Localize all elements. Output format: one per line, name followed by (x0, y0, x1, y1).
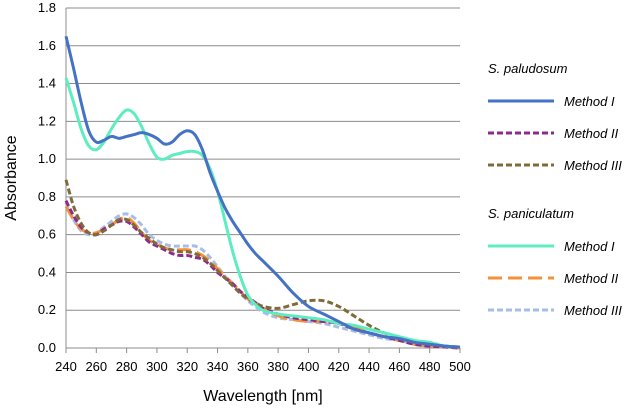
x-tick-label: 480 (419, 359, 441, 374)
series-line-s-paludosum-method-i (64, 35, 461, 349)
y-tick-label: 1.0 (38, 151, 56, 166)
legend-label: Method II (564, 271, 619, 286)
x-tick-label: 440 (358, 359, 380, 374)
legend-label: Method III (564, 158, 622, 173)
x-tick-label: 240 (55, 359, 77, 374)
y-tick-label: 0.4 (38, 264, 56, 279)
y-axis-label: Absorbance (3, 135, 20, 220)
legend-label: Method III (564, 303, 622, 318)
legend-group-title: S. paludosum (488, 61, 568, 76)
x-tick-label: 360 (237, 359, 259, 374)
series-line-s-paniculatum-method-ii (64, 205, 461, 350)
legend-label: Method II (564, 126, 619, 141)
y-tick-labels: 0.0 0.2 0.4 0.6 0.8 1.0 1.2 1.4 1.6 1.8 (38, 0, 56, 355)
y-tick-label: 0.8 (38, 189, 56, 204)
y-tick-label: 0.2 (38, 302, 56, 317)
legend-group-title: S. paniculatum (488, 206, 574, 221)
x-tick-label: 460 (389, 359, 411, 374)
x-tick-label: 260 (85, 359, 107, 374)
x-tick-label: 380 (267, 359, 289, 374)
x-tick-label: 280 (116, 359, 138, 374)
x-tick-label: 400 (298, 359, 320, 374)
x-tick-label: 340 (207, 359, 229, 374)
series-line-s-paniculatum-method-iii (64, 201, 461, 350)
x-tick-label: 420 (328, 359, 350, 374)
y-tick-label: 1.4 (38, 76, 56, 91)
x-tick-label: 320 (176, 359, 198, 374)
legend: S. paludosum Method I Method II Method III S… (488, 61, 622, 318)
legend-label: Method I (564, 94, 615, 109)
x-tick-labels: 240 260 280 300 320 340 360 380 400 420 440 460 480 5… (55, 359, 471, 374)
x-tick-label: 500 (449, 359, 471, 374)
y-tick-label: 0.0 (38, 340, 56, 355)
y-tick-label: 1.2 (38, 113, 56, 128)
y-tick-label: 1.8 (38, 0, 56, 15)
grid-lines (66, 7, 460, 311)
series-line-s-paludosum-method-ii (64, 199, 461, 350)
series-lines (64, 35, 461, 350)
y-tick-label: 1.6 (38, 38, 56, 53)
series-line-s-paludosum-method-iii (64, 179, 461, 349)
y-tick-label: 0.6 (38, 227, 56, 242)
x-tick-label: 300 (146, 359, 168, 374)
legend-label: Method I (564, 239, 615, 254)
chart-axes (65, 8, 461, 353)
x-axis-label: Wavelength [nm] (203, 388, 322, 405)
